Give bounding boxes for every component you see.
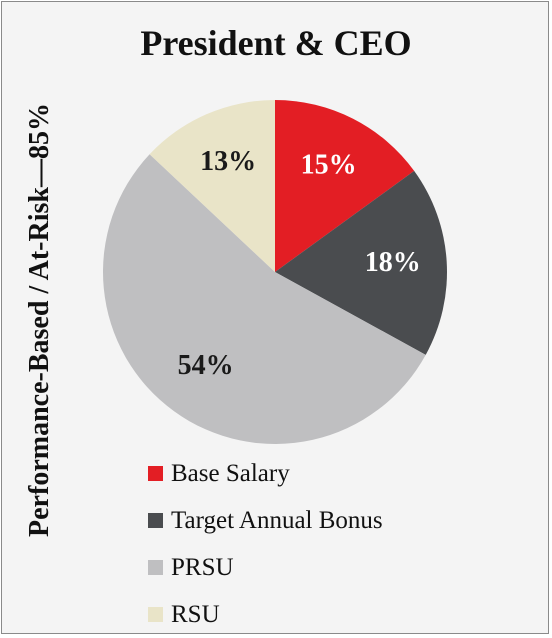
pie-slice-prsu <box>103 154 426 445</box>
legend-label: Base Salary <box>171 459 290 487</box>
slice-label-target-annual-bonus: 18% <box>365 247 421 278</box>
chart-title: President & CEO <box>140 23 412 63</box>
legend-label: PRSU <box>171 553 234 581</box>
legend-swatch <box>148 466 163 481</box>
slice-label-base-salary: 15% <box>301 149 357 180</box>
slice-label-rsu: 13% <box>200 146 256 177</box>
legend-item-target-annual-bonus: Target Annual Bonus <box>148 497 383 544</box>
slice-label-prsu: 54% <box>178 350 234 381</box>
pie-slice-base-salary <box>275 100 415 272</box>
legend-swatch <box>148 513 163 528</box>
legend-item-prsu: PRSU <box>148 544 383 591</box>
legend-label: Target Annual Bonus <box>171 506 383 534</box>
legend-item-rsu: RSU <box>148 591 383 638</box>
pie-slice-target-annual-bonus <box>275 170 447 355</box>
legend-swatch <box>148 607 163 622</box>
pie-slice-rsu <box>149 100 275 272</box>
legend-label: RSU <box>171 600 220 628</box>
legend-item-base-salary: Base Salary <box>148 450 383 497</box>
legend-swatch <box>148 560 163 575</box>
legend: Base Salary Target Annual Bonus PRSU RSU <box>148 450 383 638</box>
